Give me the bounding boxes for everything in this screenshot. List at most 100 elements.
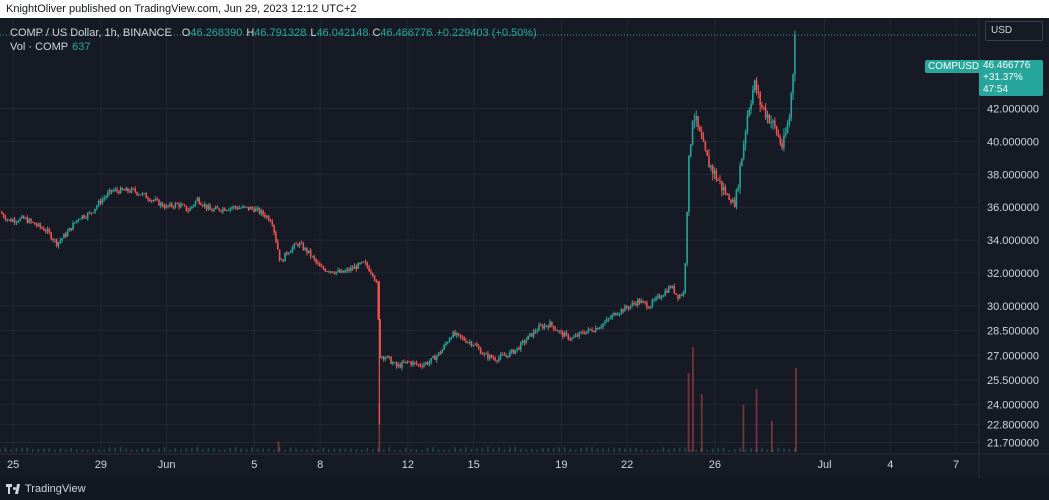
candle-body: [242, 206, 244, 208]
candle-body: [123, 189, 126, 191]
candle-body: [415, 362, 418, 365]
candle-body: [165, 205, 168, 209]
candle-body: [282, 259, 285, 262]
candle-body: [426, 362, 429, 365]
currency-selector[interactable]: USD: [985, 21, 1043, 41]
volume-bar: [273, 449, 275, 452]
tradingview-logo[interactable]: TradingView: [6, 478, 86, 500]
volume-bar: [651, 449, 654, 452]
candle-body: [2, 213, 5, 218]
candle-body: [249, 207, 252, 210]
y-tick-label: 38.000000: [987, 169, 1039, 181]
candle-body: [618, 313, 621, 315]
candle-body: [269, 220, 272, 222]
volume-bar: [602, 448, 604, 452]
candle-body: [699, 126, 701, 132]
candle-body: [622, 309, 624, 312]
candle-body: [627, 307, 630, 309]
candle-body: [662, 295, 665, 297]
volume-spike: [692, 347, 694, 452]
candle-body: [276, 241, 279, 250]
symbol-title[interactable]: COMP / US Dollar, 1h, BINANCE: [10, 27, 172, 39]
candle-body: [317, 262, 319, 264]
candle-body: [476, 344, 478, 347]
candle-body: [1, 212, 3, 214]
candle-body: [286, 252, 288, 254]
candle-body: [192, 204, 195, 207]
candle-body: [434, 356, 436, 361]
volume-bar: [541, 447, 544, 452]
candle-body: [22, 216, 25, 219]
candle-body: [97, 200, 100, 206]
candle-body: [781, 143, 783, 148]
candle-body: [673, 285, 676, 294]
candle-body: [121, 187, 124, 190]
x-tick-label: 12: [402, 459, 414, 471]
candle-body: [755, 80, 758, 92]
candle-body: [680, 294, 683, 296]
candle-body: [710, 165, 712, 168]
volume-bar: [470, 448, 473, 452]
candlestick-chart[interactable]: 42.000000 40.000000 38.000000 36.000000 34.0…: [0, 18, 1049, 478]
candle-body: [344, 270, 347, 273]
candle-body: [463, 337, 465, 341]
volume-bars: [0, 347, 797, 452]
candle-body: [543, 325, 546, 329]
volume-bar: [733, 449, 736, 452]
candle-body: [669, 286, 672, 288]
volume-bar: [393, 449, 396, 452]
candle-body: [309, 250, 312, 257]
x-tick-label: 25: [7, 459, 19, 471]
x-tick-label: 7: [953, 459, 959, 471]
candle-body: [794, 34, 796, 75]
volume-bar: [141, 448, 144, 452]
candle-body: [81, 215, 84, 219]
candle-body: [748, 109, 751, 116]
volume-bar: [339, 448, 341, 452]
candle-body: [156, 199, 158, 200]
candle-body: [119, 187, 122, 194]
candle-body: [731, 199, 734, 203]
volume-bar: [207, 448, 210, 452]
volume-bar: [443, 449, 445, 452]
candle-body: [456, 333, 458, 336]
volume-bar: [245, 448, 248, 452]
candle-body: [225, 210, 228, 211]
volume-bar: [256, 448, 259, 452]
candle-body: [552, 325, 555, 330]
candle-body: [390, 357, 392, 365]
volume-bar: [251, 447, 253, 452]
candle-body: [682, 292, 685, 296]
candle-body: [30, 219, 32, 222]
candle-body: [467, 341, 469, 343]
volume-bar: [108, 447, 111, 452]
candle-body: [538, 325, 540, 331]
volume-bar: [777, 447, 780, 452]
candle-body: [335, 271, 338, 274]
candle-body: [37, 223, 40, 226]
volume-bar: [125, 448, 127, 452]
y-tick-label: 24.000000: [987, 400, 1039, 412]
volume-bar: [624, 448, 626, 452]
volume-bar: [404, 447, 407, 452]
candle-body: [395, 362, 398, 367]
candle-body: [103, 197, 105, 200]
candle-body: [185, 205, 188, 211]
volume-bar: [476, 448, 478, 452]
candle-body: [567, 334, 570, 340]
candle-body: [496, 360, 498, 362]
publisher-line: KnightOliver published on TradingView.co…: [6, 3, 357, 15]
volume-label[interactable]: Vol · COMP: [10, 41, 69, 53]
volume-bar: [191, 448, 193, 452]
candle-body: [658, 295, 661, 299]
volume-bar: [618, 448, 621, 452]
chart-area[interactable]: 42.000000 40.000000 38.000000 36.000000 34.0…: [0, 18, 1049, 478]
candle-body: [562, 331, 564, 337]
price-axis: 42.000000 40.000000 38.000000 36.000000 34.0…: [978, 18, 1039, 478]
candle-body: [445, 343, 447, 346]
candle-body: [583, 333, 586, 335]
candle-body: [616, 314, 619, 316]
volume-bar: [415, 449, 418, 452]
candle-body: [189, 207, 191, 212]
volume-bar: [97, 449, 100, 452]
